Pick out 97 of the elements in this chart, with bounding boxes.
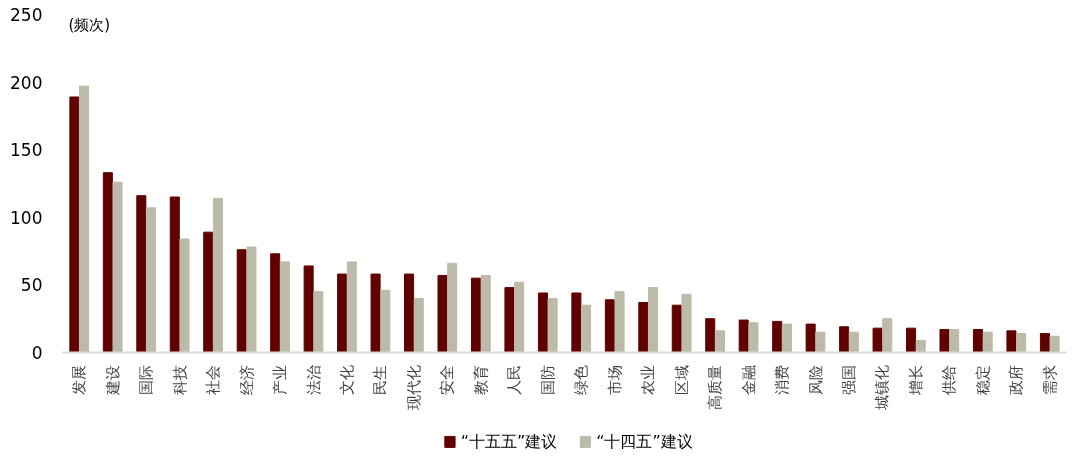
bar bbox=[547, 297, 558, 353]
y-tick-label: 0 bbox=[31, 343, 43, 363]
bar bbox=[480, 274, 491, 353]
bar bbox=[270, 253, 281, 353]
x-tick-label: 科技 bbox=[170, 364, 189, 395]
bar bbox=[437, 274, 448, 353]
bar bbox=[136, 195, 147, 353]
x-tick-label: 国际 bbox=[137, 364, 156, 395]
x-tick-label: 绿色 bbox=[572, 364, 591, 395]
bar bbox=[571, 292, 582, 353]
bar bbox=[537, 292, 548, 353]
bar bbox=[346, 261, 357, 353]
x-tick-label: 人民 bbox=[505, 364, 524, 395]
x-tick-label: 需求 bbox=[1040, 364, 1059, 395]
x-tick-label: 金融 bbox=[739, 364, 758, 395]
legend-label: “十五五”建议 bbox=[460, 432, 558, 452]
bar bbox=[69, 96, 80, 353]
bar bbox=[939, 329, 950, 353]
bar bbox=[203, 231, 214, 353]
x-tick-label: 经济 bbox=[237, 364, 256, 395]
bar bbox=[279, 261, 290, 353]
y-tick-label: 250 bbox=[10, 5, 43, 25]
bar bbox=[413, 297, 424, 353]
bar bbox=[313, 291, 324, 353]
bar bbox=[337, 273, 348, 353]
x-tick-label: 政府 bbox=[1007, 364, 1026, 395]
bar bbox=[179, 238, 190, 353]
bar bbox=[848, 331, 859, 353]
bar bbox=[470, 277, 481, 353]
bar bbox=[1039, 333, 1050, 353]
x-tick-label: 安全 bbox=[438, 364, 457, 395]
x-tick-label: 强国 bbox=[839, 364, 858, 395]
x-tick-label: 民生 bbox=[371, 364, 390, 395]
bar bbox=[714, 330, 725, 353]
bar bbox=[815, 331, 826, 353]
bar bbox=[949, 329, 960, 353]
bar bbox=[212, 197, 223, 353]
bar bbox=[915, 339, 926, 353]
x-tick-label: 稳定 bbox=[973, 364, 992, 395]
bar bbox=[805, 323, 816, 353]
bar bbox=[246, 246, 257, 353]
bar bbox=[404, 273, 415, 353]
x-tick-label: 文化 bbox=[337, 364, 356, 395]
bar bbox=[1006, 330, 1017, 353]
bar bbox=[1049, 335, 1060, 353]
bar bbox=[648, 287, 659, 353]
bar bbox=[169, 196, 180, 353]
bar bbox=[236, 249, 247, 353]
x-tick-label: 法治 bbox=[304, 364, 323, 395]
bar bbox=[781, 323, 792, 353]
x-tick-label: 建设 bbox=[103, 364, 122, 396]
bar bbox=[872, 327, 883, 353]
x-tick-label: 消费 bbox=[773, 364, 792, 395]
x-tick-label: 农业 bbox=[639, 364, 658, 395]
y-tick-label: 50 bbox=[20, 275, 43, 296]
x-tick-label: 发展 bbox=[70, 364, 89, 395]
bar bbox=[738, 319, 749, 353]
x-tick-label: 现代化 bbox=[404, 364, 423, 410]
x-tick-label: 国防 bbox=[538, 364, 557, 395]
bar bbox=[1016, 333, 1027, 353]
bar bbox=[614, 291, 625, 353]
x-tick-label: 风险 bbox=[806, 364, 825, 395]
x-tick-label: 产业 bbox=[271, 364, 290, 395]
bar bbox=[772, 320, 783, 353]
bar bbox=[79, 85, 90, 353]
bar bbox=[380, 289, 391, 353]
bar bbox=[906, 327, 917, 353]
x-tick-label: 高质量 bbox=[706, 364, 725, 410]
legend-label: “十四五”建议 bbox=[596, 432, 693, 452]
x-tick-label: 供给 bbox=[940, 364, 959, 395]
bar bbox=[972, 329, 983, 353]
bar bbox=[705, 318, 716, 353]
x-tick-label: 区域 bbox=[672, 364, 691, 395]
y-tick-label: 200 bbox=[10, 72, 43, 93]
bar bbox=[112, 181, 123, 353]
y-axis-title: (频次) bbox=[68, 15, 111, 34]
x-tick-label: 市场 bbox=[605, 364, 624, 395]
bar bbox=[882, 318, 893, 353]
bar bbox=[102, 172, 113, 353]
bar bbox=[581, 304, 592, 353]
bar bbox=[982, 331, 993, 353]
x-tick-label: 教育 bbox=[471, 364, 490, 395]
x-tick-label: 社会 bbox=[204, 364, 223, 395]
bar bbox=[447, 262, 458, 353]
bar bbox=[370, 273, 381, 353]
bar bbox=[504, 287, 515, 353]
bar bbox=[146, 207, 157, 353]
x-tick-label: 增长 bbox=[906, 364, 925, 396]
bar bbox=[514, 281, 525, 353]
bar bbox=[748, 322, 759, 353]
bar bbox=[681, 293, 692, 353]
x-tick-label: 城镇化 bbox=[873, 364, 892, 411]
bar bbox=[303, 265, 314, 353]
bar bbox=[839, 326, 850, 353]
bar bbox=[638, 301, 649, 353]
y-tick-label: 150 bbox=[10, 140, 43, 161]
y-tick-label: 100 bbox=[10, 207, 43, 228]
